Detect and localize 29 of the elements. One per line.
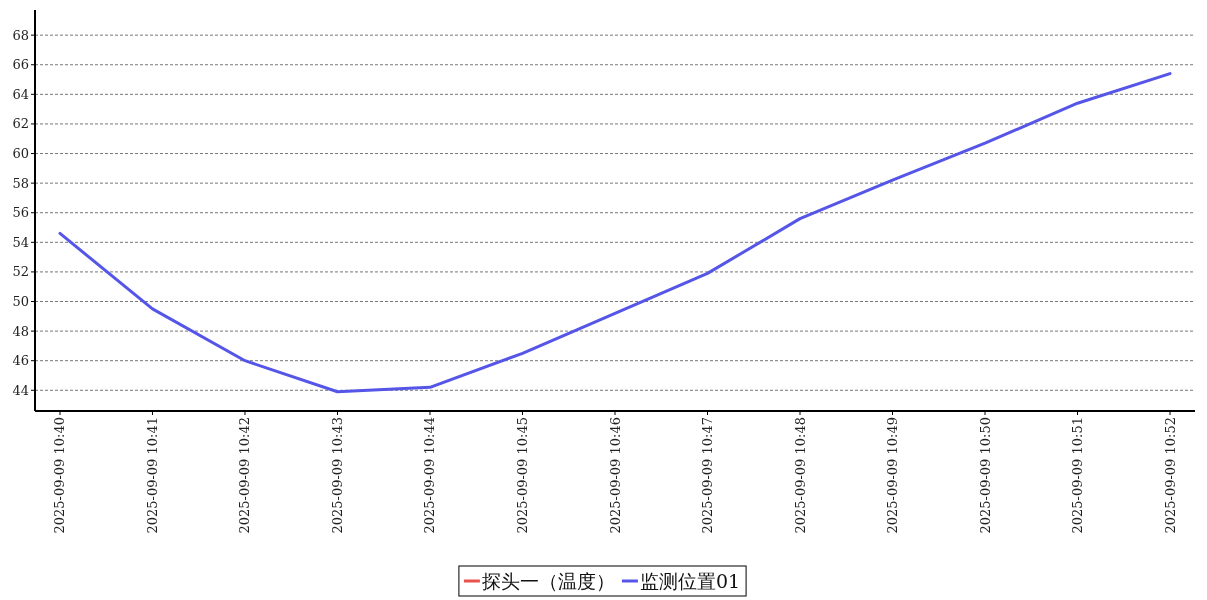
y-tick-label: 52 (12, 264, 29, 280)
y-tick-label: 56 (12, 205, 29, 221)
x-tick-label: 2025-09-09 10:52 (1162, 417, 1178, 534)
y-tick-label: 48 (12, 323, 29, 339)
x-tick-label: 2025-09-09 10:48 (792, 417, 808, 534)
y-tick-label: 66 (12, 57, 29, 73)
x-tick-label: 2025-09-09 10:40 (52, 417, 68, 534)
x-tick-label: 2025-09-09 10:44 (422, 417, 438, 534)
legend-label: 探头一（温度） (481, 570, 615, 592)
y-tick-label: 46 (12, 353, 29, 369)
x-tick-label: 2025-09-09 10:46 (607, 417, 623, 534)
y-tick-label: 58 (12, 175, 29, 191)
y-tick-label: 64 (12, 86, 29, 102)
y-tick-label: 62 (12, 116, 29, 132)
x-tick-label: 2025-09-09 10:49 (885, 417, 901, 534)
x-tick-label: 2025-09-09 10:50 (977, 417, 993, 534)
x-tick-label: 2025-09-09 10:47 (700, 417, 715, 534)
x-tick-label: 2025-09-09 10:51 (1070, 417, 1086, 534)
legend-label: 监测位置01 (639, 570, 741, 592)
x-tick-label: 2025-09-09 10:43 (329, 417, 345, 534)
x-tick-label: 2025-09-09 10:42 (237, 417, 253, 534)
y-tick-label: 50 (12, 294, 29, 309)
x-tick-label: 2025-09-09 10:41 (144, 417, 160, 534)
line-series (58, 72, 1172, 394)
y-tick-label: 44 (12, 382, 29, 398)
y-tick-label: 60 (12, 146, 29, 162)
y-tick-label: 54 (12, 234, 29, 250)
y-tick-label: 68 (12, 27, 29, 43)
x-tick-label: 2025-09-09 10:45 (515, 417, 530, 534)
